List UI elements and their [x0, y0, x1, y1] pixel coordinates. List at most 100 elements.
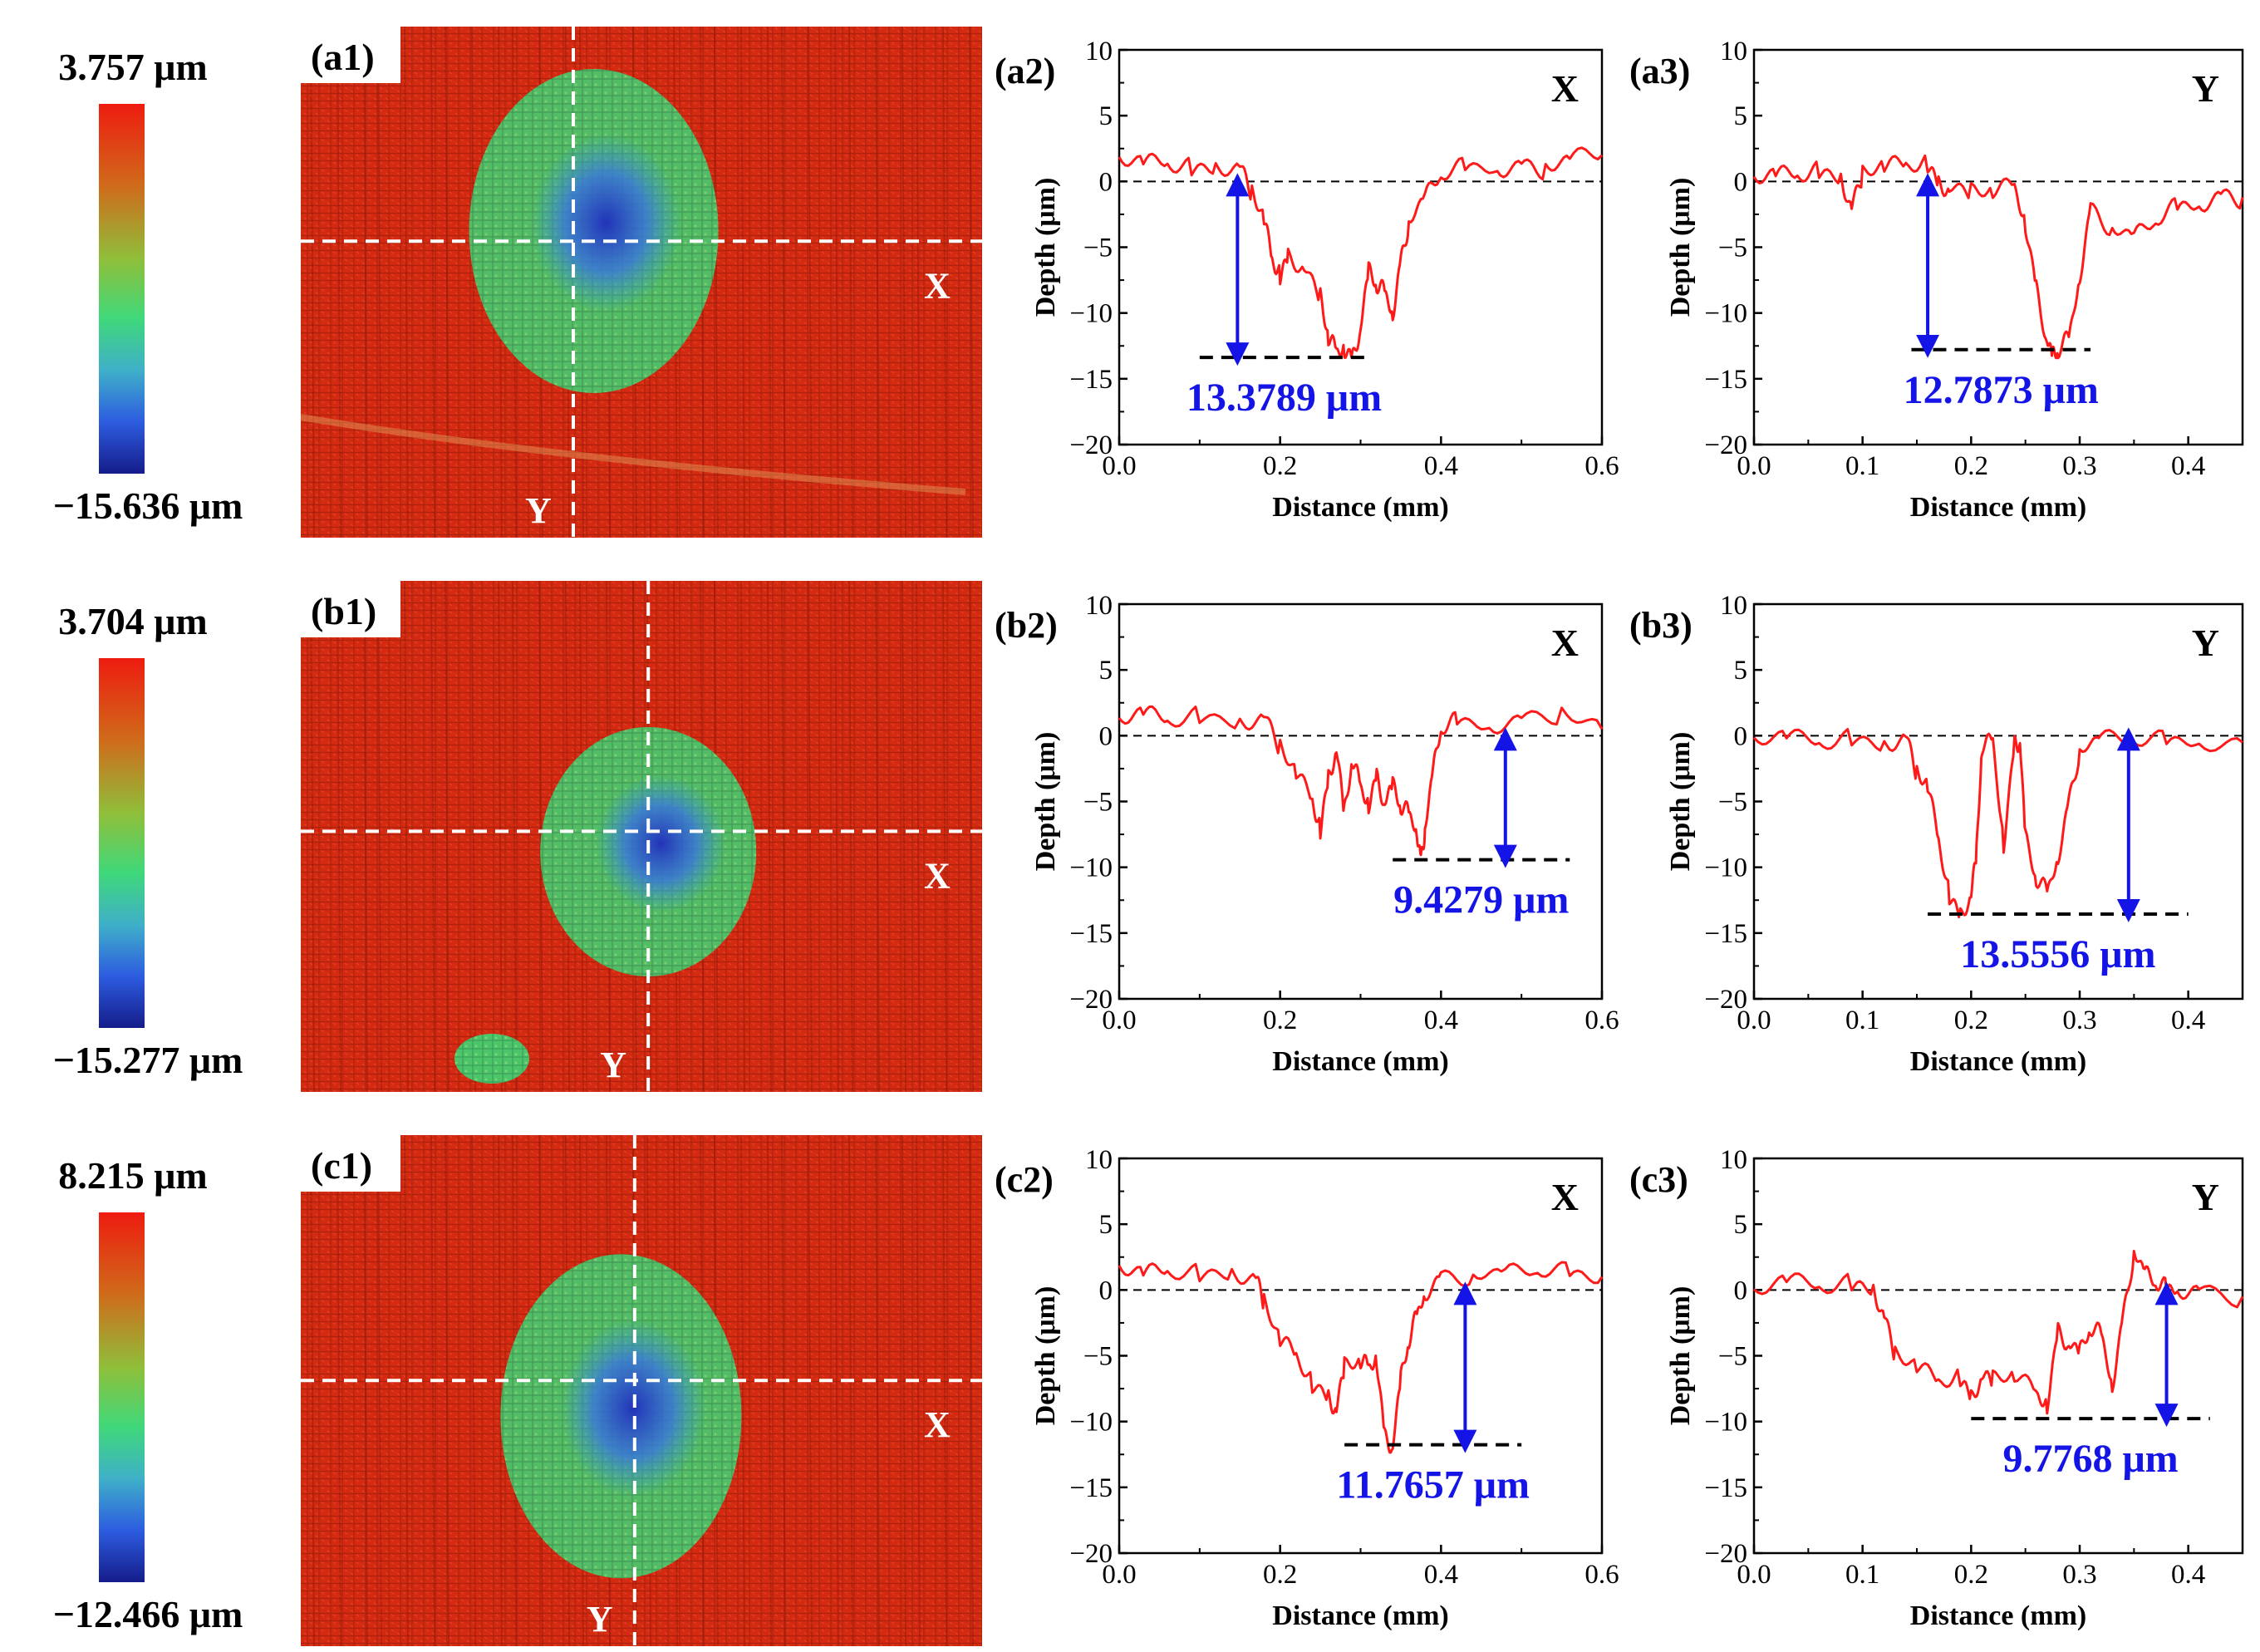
profile-plot-x: (a2) X 10 5 0 −5 −10 −15 −200.0 0.2 0.4 0.6 Distance…	[995, 37, 1619, 523]
x-cut-label: X	[924, 1404, 951, 1445]
x-tick-label: 0.1	[1845, 451, 1879, 481]
direction-label: X	[1551, 1176, 1579, 1218]
surface-streak	[538, 580, 543, 1093]
x-axis-title: Distance (mm)	[1910, 1046, 2086, 1077]
colorbar-max-label: 8.215 μm	[58, 1154, 207, 1197]
surface-streak	[430, 580, 435, 1093]
direction-label: Y	[2192, 622, 2219, 664]
surface-streak	[875, 580, 880, 1093]
surface-streak	[363, 26, 368, 538]
surface-map: (b1) X Y	[301, 580, 982, 1093]
scratch-mark	[300, 414, 966, 495]
panel-label: (a2)	[995, 51, 1055, 91]
surface-streak	[337, 1134, 341, 1647]
surface-streak	[445, 1134, 450, 1647]
surface-streak	[404, 1134, 409, 1647]
surface-streak	[942, 580, 947, 1093]
y-tick-label: −5	[1718, 788, 1747, 818]
x-tick-label: 0.2	[1954, 451, 1988, 481]
y-tick-label: −10	[1704, 853, 1747, 883]
surface-streak	[767, 580, 772, 1093]
y-tick-label: 10	[1085, 1145, 1113, 1175]
x-cut-label: X	[924, 855, 951, 896]
panel-label: (c2)	[995, 1159, 1054, 1200]
y-tick-label: −15	[1069, 365, 1113, 395]
x-tick-label: 0.4	[1424, 451, 1458, 481]
surface-streak	[363, 580, 368, 1093]
surface-streak	[916, 580, 921, 1093]
surface-streak	[848, 580, 853, 1093]
surface-streak	[471, 580, 476, 1093]
surface-streak	[902, 580, 906, 1093]
panel-label-box	[301, 1135, 400, 1192]
x-tick-label: 0.0	[1737, 1005, 1771, 1035]
direction-label: Y	[2192, 1176, 2219, 1218]
profile-plot-y: (b3) Y 10 5 0 −5 −10 −15 −200.0 0.1 0.2 0.3 0.4 Dista…	[1629, 591, 2244, 1077]
y-tick-label: 5	[1099, 101, 1113, 131]
x-tick-label: 0.3	[2062, 1005, 2096, 1035]
y-tick-label: −20	[1704, 1539, 1747, 1569]
x-tick-label: 0.4	[2171, 1560, 2205, 1590]
surface-streak	[498, 580, 503, 1093]
y-tick-label: −10	[1704, 1408, 1747, 1438]
panel-label-box	[301, 27, 400, 83]
surface-streak	[430, 26, 435, 538]
y-tick-label: 0	[1099, 167, 1113, 197]
y-tick-label: 10	[1720, 1145, 1747, 1175]
plot-frame	[1752, 1157, 2244, 1555]
y-axis-title: Depth (μm)	[1665, 1286, 1696, 1426]
y-axis-title: Depth (μm)	[1665, 732, 1696, 872]
y-tick-label: 5	[1734, 1210, 1748, 1240]
surface-streak	[512, 580, 517, 1093]
surface-streak	[781, 580, 786, 1093]
y-tick-label: 5	[1099, 656, 1113, 686]
depth-value-label: 13.3789 μm	[1186, 376, 1382, 420]
x-tick-label: 0.3	[2062, 451, 2096, 481]
surface-streak	[404, 580, 409, 1093]
y-tick-label: −5	[1718, 234, 1747, 263]
colorbar-max-label: 3.757 μm	[58, 46, 207, 88]
panel-label: (c3)	[1629, 1159, 1688, 1200]
secondary-pit	[454, 1034, 529, 1084]
y-tick-label: 0	[1734, 1276, 1748, 1305]
surface-streak	[740, 26, 745, 538]
surface-streak	[377, 1134, 382, 1647]
y-tick-label: −20	[1704, 430, 1747, 460]
colorbar-min-label: −12.466 μm	[53, 1593, 243, 1635]
x-tick-label: 0.1	[1845, 1560, 1879, 1590]
x-tick-label: 0.0	[1737, 451, 1771, 481]
x-tick-label: 0.0	[1102, 451, 1136, 481]
surface-streak	[781, 26, 786, 538]
x-axis-title: Distance (mm)	[1272, 1600, 1448, 1631]
profile-plot-y: (c3) Y 10 5 0 −5 −10 −15 −200.0 0.1 0.2 0.3 0.4 Dista…	[1629, 1145, 2244, 1631]
colorbar-gradient	[99, 658, 145, 1028]
x-tick-label: 0.2	[1263, 1560, 1297, 1590]
surface-streak	[902, 26, 906, 538]
profile-plot-x: (c2) X 10 5 0 −5 −10 −15 −200.0 0.2 0.4 0.6 Distance…	[995, 1145, 1619, 1631]
y-tick-label: 5	[1734, 656, 1748, 686]
surface-streak	[942, 26, 947, 538]
surface-streak	[430, 1134, 435, 1647]
surface-streak	[916, 1134, 921, 1647]
surface-streak	[848, 1134, 853, 1647]
y-tick-label: 0	[1734, 721, 1748, 751]
surface-streak	[498, 1134, 503, 1647]
x-tick-label: 0.2	[1263, 1005, 1297, 1035]
surface-streak	[310, 26, 315, 538]
surface-streak	[834, 1134, 839, 1647]
pit-deep-core	[596, 774, 726, 912]
y-tick-label: −10	[1069, 299, 1113, 329]
surface-streak	[969, 26, 974, 538]
surface-streak	[969, 1134, 974, 1647]
x-tick-label: 0.2	[1954, 1560, 1988, 1590]
y-axis-title: Depth (μm)	[1030, 732, 1061, 872]
x-axis-title: Distance (mm)	[1910, 1600, 2086, 1631]
direction-label: X	[1551, 622, 1579, 664]
y-tick-label: −20	[1069, 430, 1113, 460]
y-tick-label: −15	[1704, 365, 1747, 395]
y-tick-label: 0	[1099, 721, 1113, 751]
y-axis-title: Depth (μm)	[1665, 178, 1696, 317]
y-tick-label: −20	[1069, 985, 1113, 1015]
y-tick-label: 10	[1720, 37, 1747, 66]
